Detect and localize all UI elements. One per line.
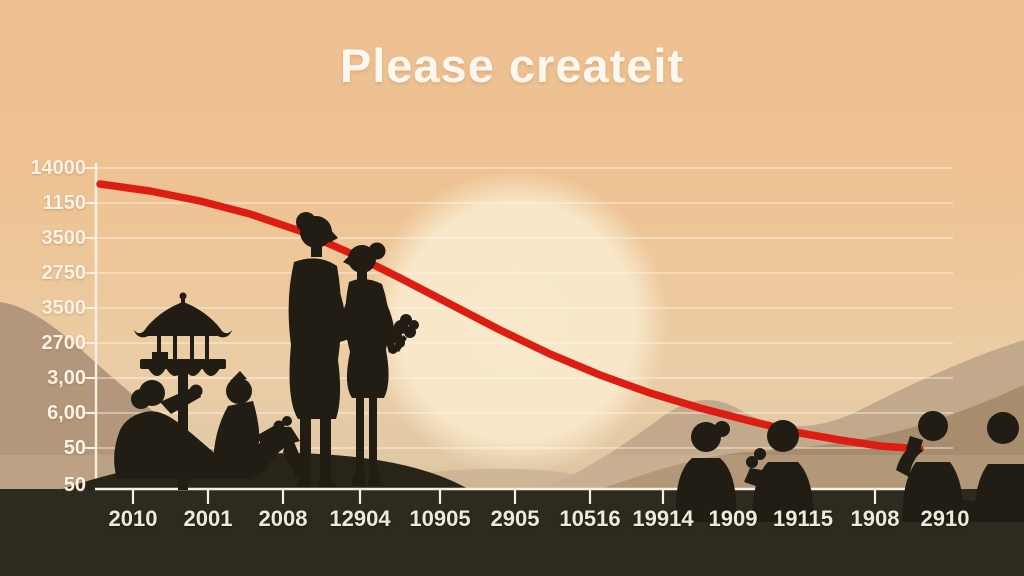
x-tick-label: 2001 bbox=[183, 506, 233, 531]
y-tick-label: 3500 bbox=[41, 297, 87, 319]
y-tick-label: 1150 bbox=[42, 192, 86, 214]
y-tick-label: 3,00 bbox=[47, 367, 86, 389]
audience-far-right-person bbox=[951, 412, 1024, 522]
x-tick-label: 2905 bbox=[490, 506, 540, 531]
mountain-left bbox=[0, 302, 340, 489]
bouquet-silhouette bbox=[390, 314, 419, 352]
x-tick-label: 10516 bbox=[559, 506, 621, 531]
y-tick-label: 2750 bbox=[41, 262, 87, 284]
x-tick-label: 19914 bbox=[632, 506, 694, 531]
red-trend-line bbox=[96, 180, 924, 453]
y-tick-label: 3500 bbox=[41, 227, 87, 249]
wedding-couple-silhouette bbox=[288, 212, 419, 487]
chart-title: Please createit bbox=[339, 39, 685, 92]
y-tick-label: 50 bbox=[63, 474, 86, 496]
audience-clapping-person bbox=[744, 420, 814, 522]
x-tick-label: 12904 bbox=[329, 506, 391, 531]
ground-mound bbox=[60, 453, 470, 490]
x-tick-label: 2910 bbox=[920, 506, 970, 531]
seated-photographer-silhouette bbox=[114, 380, 230, 479]
gridlines bbox=[97, 167, 953, 449]
seated-clapping-man-silhouette bbox=[213, 371, 305, 479]
x-tick-label: 1909 bbox=[708, 506, 758, 531]
y-tick-label: 50 bbox=[63, 437, 86, 459]
y-tick-label: 14000 bbox=[30, 157, 86, 179]
silhouettes bbox=[114, 212, 1024, 522]
y-tick-label: 6,00 bbox=[47, 402, 86, 424]
x-tick-label: 1908 bbox=[850, 506, 900, 531]
x-tick-label: 19115 bbox=[773, 506, 833, 531]
x-tick-label: 2010 bbox=[108, 506, 158, 531]
audience-drinking-man bbox=[896, 411, 964, 522]
y-tick-label: 2700 bbox=[41, 332, 87, 354]
audience-woman-bun bbox=[676, 421, 736, 522]
audience-busts-silhouette bbox=[676, 411, 1024, 522]
ground bbox=[0, 489, 1024, 576]
x-tick-label: 2008 bbox=[258, 506, 308, 531]
sun bbox=[365, 170, 669, 474]
x-tick-label: 10905 bbox=[409, 506, 471, 531]
